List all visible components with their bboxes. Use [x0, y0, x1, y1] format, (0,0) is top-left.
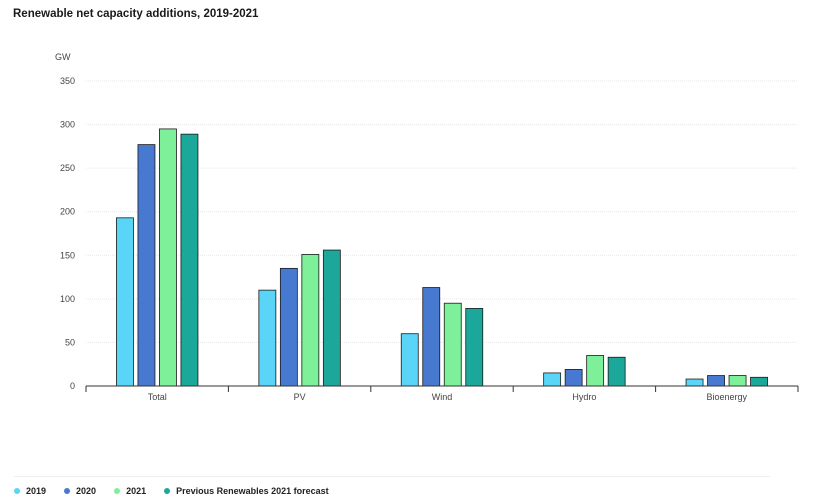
legend-swatch-icon: [114, 488, 121, 494]
bar-total-2019[interactable]: [116, 217, 134, 387]
legend-item[interactable]: Previous Renewables 2021 forecast: [164, 486, 329, 496]
bar-total-2020[interactable]: [137, 144, 156, 387]
x-tick-label: Total: [148, 392, 167, 402]
y-tick-label: 100: [60, 294, 75, 304]
bar-bioenergy-2021[interactable]: [728, 375, 747, 387]
y-tick-label: 350: [60, 76, 75, 86]
bar-pv-2019[interactable]: [258, 289, 277, 387]
x-tick-label: Wind: [432, 392, 453, 402]
legend-label: 2020: [76, 486, 97, 496]
bar-chart: 0 50 100 150 200 250 300 350 Total PV Wind Hydro Bi…: [55, 52, 799, 402]
bar-bioenergy-2020[interactable]: [707, 375, 725, 387]
legend-swatch-icon: [164, 488, 171, 494]
legend-label: 2021: [126, 486, 147, 496]
y-tick-labels: 0 50 100 150 200 250 300 350: [60, 76, 75, 391]
y-tick-label: 50: [65, 337, 75, 347]
bar-hydro-2019[interactable]: [543, 372, 562, 387]
bar-wind-previous-renewables-2021-forecast[interactable]: [465, 308, 484, 387]
bar-hydro-previous-renewables-2021-forecast[interactable]: [607, 356, 626, 387]
bar-wind-2020[interactable]: [422, 287, 441, 387]
y-axis-label: GW: [55, 52, 71, 62]
chart-title: Renewable net capacity additions, 2019-2…: [13, 8, 259, 20]
legend-item[interactable]: 2019: [14, 486, 46, 496]
bar-wind-2021[interactable]: [443, 302, 462, 387]
y-tick-label: 0: [70, 381, 75, 391]
x-tick-label: PV: [294, 392, 306, 402]
y-tick-label: 250: [60, 163, 75, 173]
bar-bioenergy-2019[interactable]: [685, 378, 704, 387]
bar-hydro-2021[interactable]: [586, 355, 605, 387]
legend-swatch-icon: [14, 488, 20, 494]
x-axis: Total PV Wind Hydro Bioenergy: [85, 385, 799, 402]
legend-item[interactable]: 2020: [64, 486, 96, 496]
x-tick-label: Bioenergy: [707, 392, 748, 402]
y-tick-label: 200: [60, 207, 75, 217]
legend: 2019 2020 2021 Previous Renewables 2021 for…: [14, 486, 329, 496]
y-tick-label: 300: [60, 120, 75, 130]
legend-divider: [14, 476, 770, 477]
x-tick-label: Hydro: [572, 392, 596, 402]
bar-pv-2021[interactable]: [301, 254, 320, 387]
bar-total-2021[interactable]: [159, 128, 177, 387]
legend-label: 2019: [26, 486, 47, 496]
legend-item[interactable]: 2021: [114, 486, 146, 496]
bars: [116, 128, 768, 387]
y-tick-label: 150: [60, 250, 75, 260]
bar-wind-2019[interactable]: [400, 333, 419, 387]
bar-hydro-2020[interactable]: [564, 369, 583, 387]
grid-lines: [86, 80, 798, 343]
bar-pv-previous-renewables-2021-forecast[interactable]: [322, 249, 341, 387]
bar-pv-2020[interactable]: [279, 267, 298, 387]
legend-swatch-icon: [64, 488, 71, 494]
legend-label: Previous Renewables 2021 forecast: [176, 486, 329, 496]
bar-bioenergy-previous-renewables-2021-forecast[interactable]: [750, 376, 768, 387]
bar-total-previous-renewables-2021-forecast[interactable]: [180, 133, 199, 387]
